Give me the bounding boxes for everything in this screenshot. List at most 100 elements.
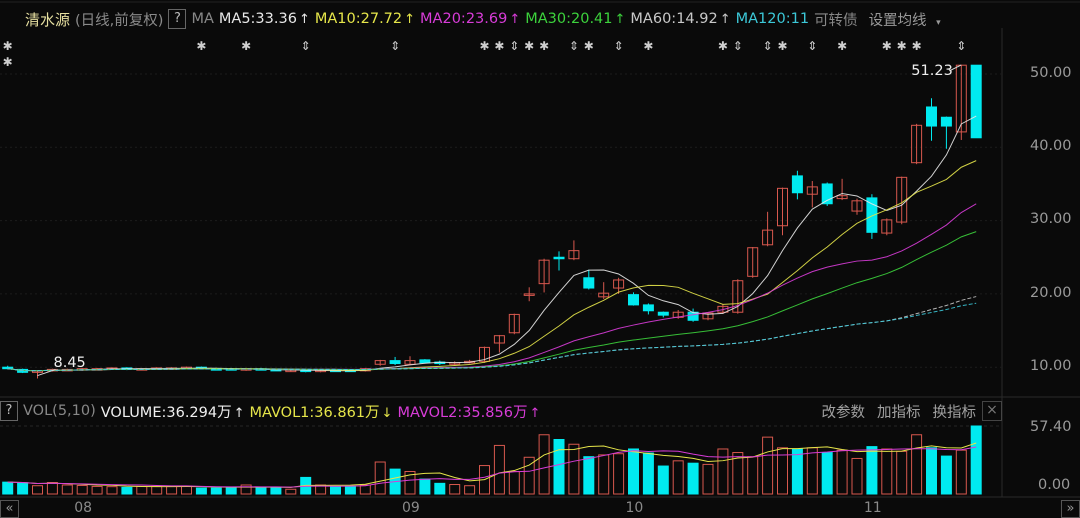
add-indicator-button[interactable]: 加指标: [877, 404, 921, 421]
volume-bar-up: [151, 485, 163, 495]
volume-bar-up: [732, 452, 744, 495]
arrow-up-icon: ↑: [509, 12, 521, 27]
candle-up: [404, 360, 416, 365]
volume-bar-up: [523, 456, 535, 495]
volume-help-button[interactable]: ?: [0, 401, 18, 421]
volume-bar-down: [642, 452, 654, 495]
convertible-bond-link[interactable]: 可转债: [814, 12, 858, 29]
candle-up: [479, 346, 490, 362]
volume-bar-up: [747, 456, 759, 495]
volume-bar-down: [821, 452, 833, 495]
caret-down-icon: ▾: [936, 17, 941, 28]
volume-tick: 0.00: [1038, 477, 1071, 493]
signal-marker-icon: ⇕: [807, 39, 817, 53]
volume-bar-down: [255, 486, 267, 495]
candle-down: [821, 183, 833, 205]
signal-marker-icon: ✱: [539, 39, 549, 53]
help-button[interactable]: ?: [168, 9, 187, 29]
volume-bar-down: [270, 487, 282, 495]
signal-marker-icon: ✱: [643, 39, 653, 53]
volume-bar-up: [881, 448, 893, 495]
ma60-line: [7, 296, 977, 372]
volume-bar-down: [926, 447, 937, 495]
volume-bar-up: [285, 488, 297, 495]
ma-settings-button[interactable]: 设置均线 ▾: [869, 9, 946, 30]
candle-up: [523, 293, 535, 296]
price-tick: 30.00: [1030, 211, 1072, 227]
volume-bar-down: [210, 487, 222, 495]
volume-bar-up: [508, 470, 520, 495]
price-header: 清水源 (日线,前复权) ? MA MA5:33.36 ↑ MA10:27.72 ↑ M…: [0, 8, 951, 30]
volume-bar-down: [940, 455, 952, 495]
scroll-left-button[interactable]: «: [0, 500, 19, 518]
volume-bar-down: [583, 456, 595, 495]
switch-indicator-button[interactable]: 换指标: [932, 404, 977, 421]
volume-bar-up: [955, 449, 967, 495]
arrow-down-icon: ↓: [381, 405, 393, 421]
candle-up: [777, 187, 788, 227]
volume-bar-up: [836, 449, 848, 495]
volume-bar-up: [46, 482, 58, 495]
volume-bar-up: [449, 484, 461, 495]
indicator-value: MA120:11: [735, 11, 810, 27]
volume-bar-down: [970, 425, 982, 495]
mavol10-line: [7, 446, 977, 488]
candle-down: [2, 366, 14, 370]
volume-bar-up: [717, 448, 729, 495]
volume-bar-up: [762, 436, 774, 495]
indicator-value: MA10:27.72: [314, 11, 403, 27]
candle-up: [538, 259, 550, 285]
high-price-label: 51.23: [911, 62, 953, 79]
ma-settings-label: 设置均线: [868, 12, 927, 29]
signal-marker-icon: ✱: [584, 39, 594, 53]
candle-down: [419, 359, 431, 364]
signal-marker-icon: ⇕: [569, 39, 579, 53]
scroll-right-button[interactable]: »: [1061, 500, 1080, 518]
candle-up: [702, 312, 714, 320]
candle-up: [717, 305, 729, 313]
volume-bar-up: [136, 485, 148, 495]
volume-bar-up: [672, 460, 684, 495]
volume-header: ? VOL(5,10) VOLUME:36.294万 ↑ MAVOL1:36.861…: [0, 401, 550, 421]
ma30-line: [7, 231, 977, 372]
arrow-up-icon: ↑: [298, 12, 310, 27]
volume-bar-up: [613, 453, 625, 495]
volume-bar-down: [195, 487, 207, 495]
signal-marker-icon: ⇕: [301, 39, 311, 53]
candle-up: [836, 195, 848, 200]
volume-tick: 57.40: [1030, 419, 1072, 435]
volume-bar-up: [538, 434, 550, 495]
volume-bar-down: [791, 448, 803, 495]
volume-bar-up: [806, 447, 818, 495]
signal-marker-icon: ✱: [3, 55, 13, 69]
volume-values: VOLUME:36.294万 ↑ MAVOL1:36.861万 ↓ MAVOL2:35.…: [101, 401, 546, 422]
ma-values: MA5:33.36 ↑ MA10:27.72 ↑ MA20:23.69 ↑ MA30:20.…: [219, 11, 814, 27]
candle-down: [940, 116, 952, 127]
indicator-value: MA30:20.41: [525, 11, 613, 27]
candle-down: [389, 360, 401, 365]
volume-bar-down: [628, 448, 639, 495]
month-label: 10: [625, 500, 644, 516]
volume-bar-down: [121, 486, 133, 495]
candle-up: [747, 247, 759, 277]
price-tick: 20.00: [1030, 285, 1072, 301]
indicator-value: MAVOL2:35.856万: [397, 404, 528, 421]
signal-marker-icon: ⇕: [390, 39, 400, 53]
arrow-up-icon: ↑: [404, 12, 416, 27]
volume-bar-up: [911, 434, 923, 495]
arrow-up-icon: ↑: [529, 405, 541, 421]
edit-params-button[interactable]: 改参数: [821, 404, 866, 421]
volume-bar-down: [687, 462, 699, 495]
stock-name: 清水源: [25, 10, 71, 29]
candle-up: [806, 186, 818, 195]
ma20-line: [7, 203, 977, 372]
signal-marker-icon: ⇕: [763, 39, 773, 53]
close-volume-pane-button[interactable]: ×: [982, 401, 1002, 421]
candle-up: [493, 335, 505, 344]
signal-marker-icon: ⇕: [509, 39, 519, 53]
volume-indicator-name: VOL(5,10): [23, 403, 96, 419]
month-label: 11: [863, 500, 882, 516]
volume-bar-up: [777, 447, 788, 495]
volume-bar-up: [61, 484, 73, 495]
